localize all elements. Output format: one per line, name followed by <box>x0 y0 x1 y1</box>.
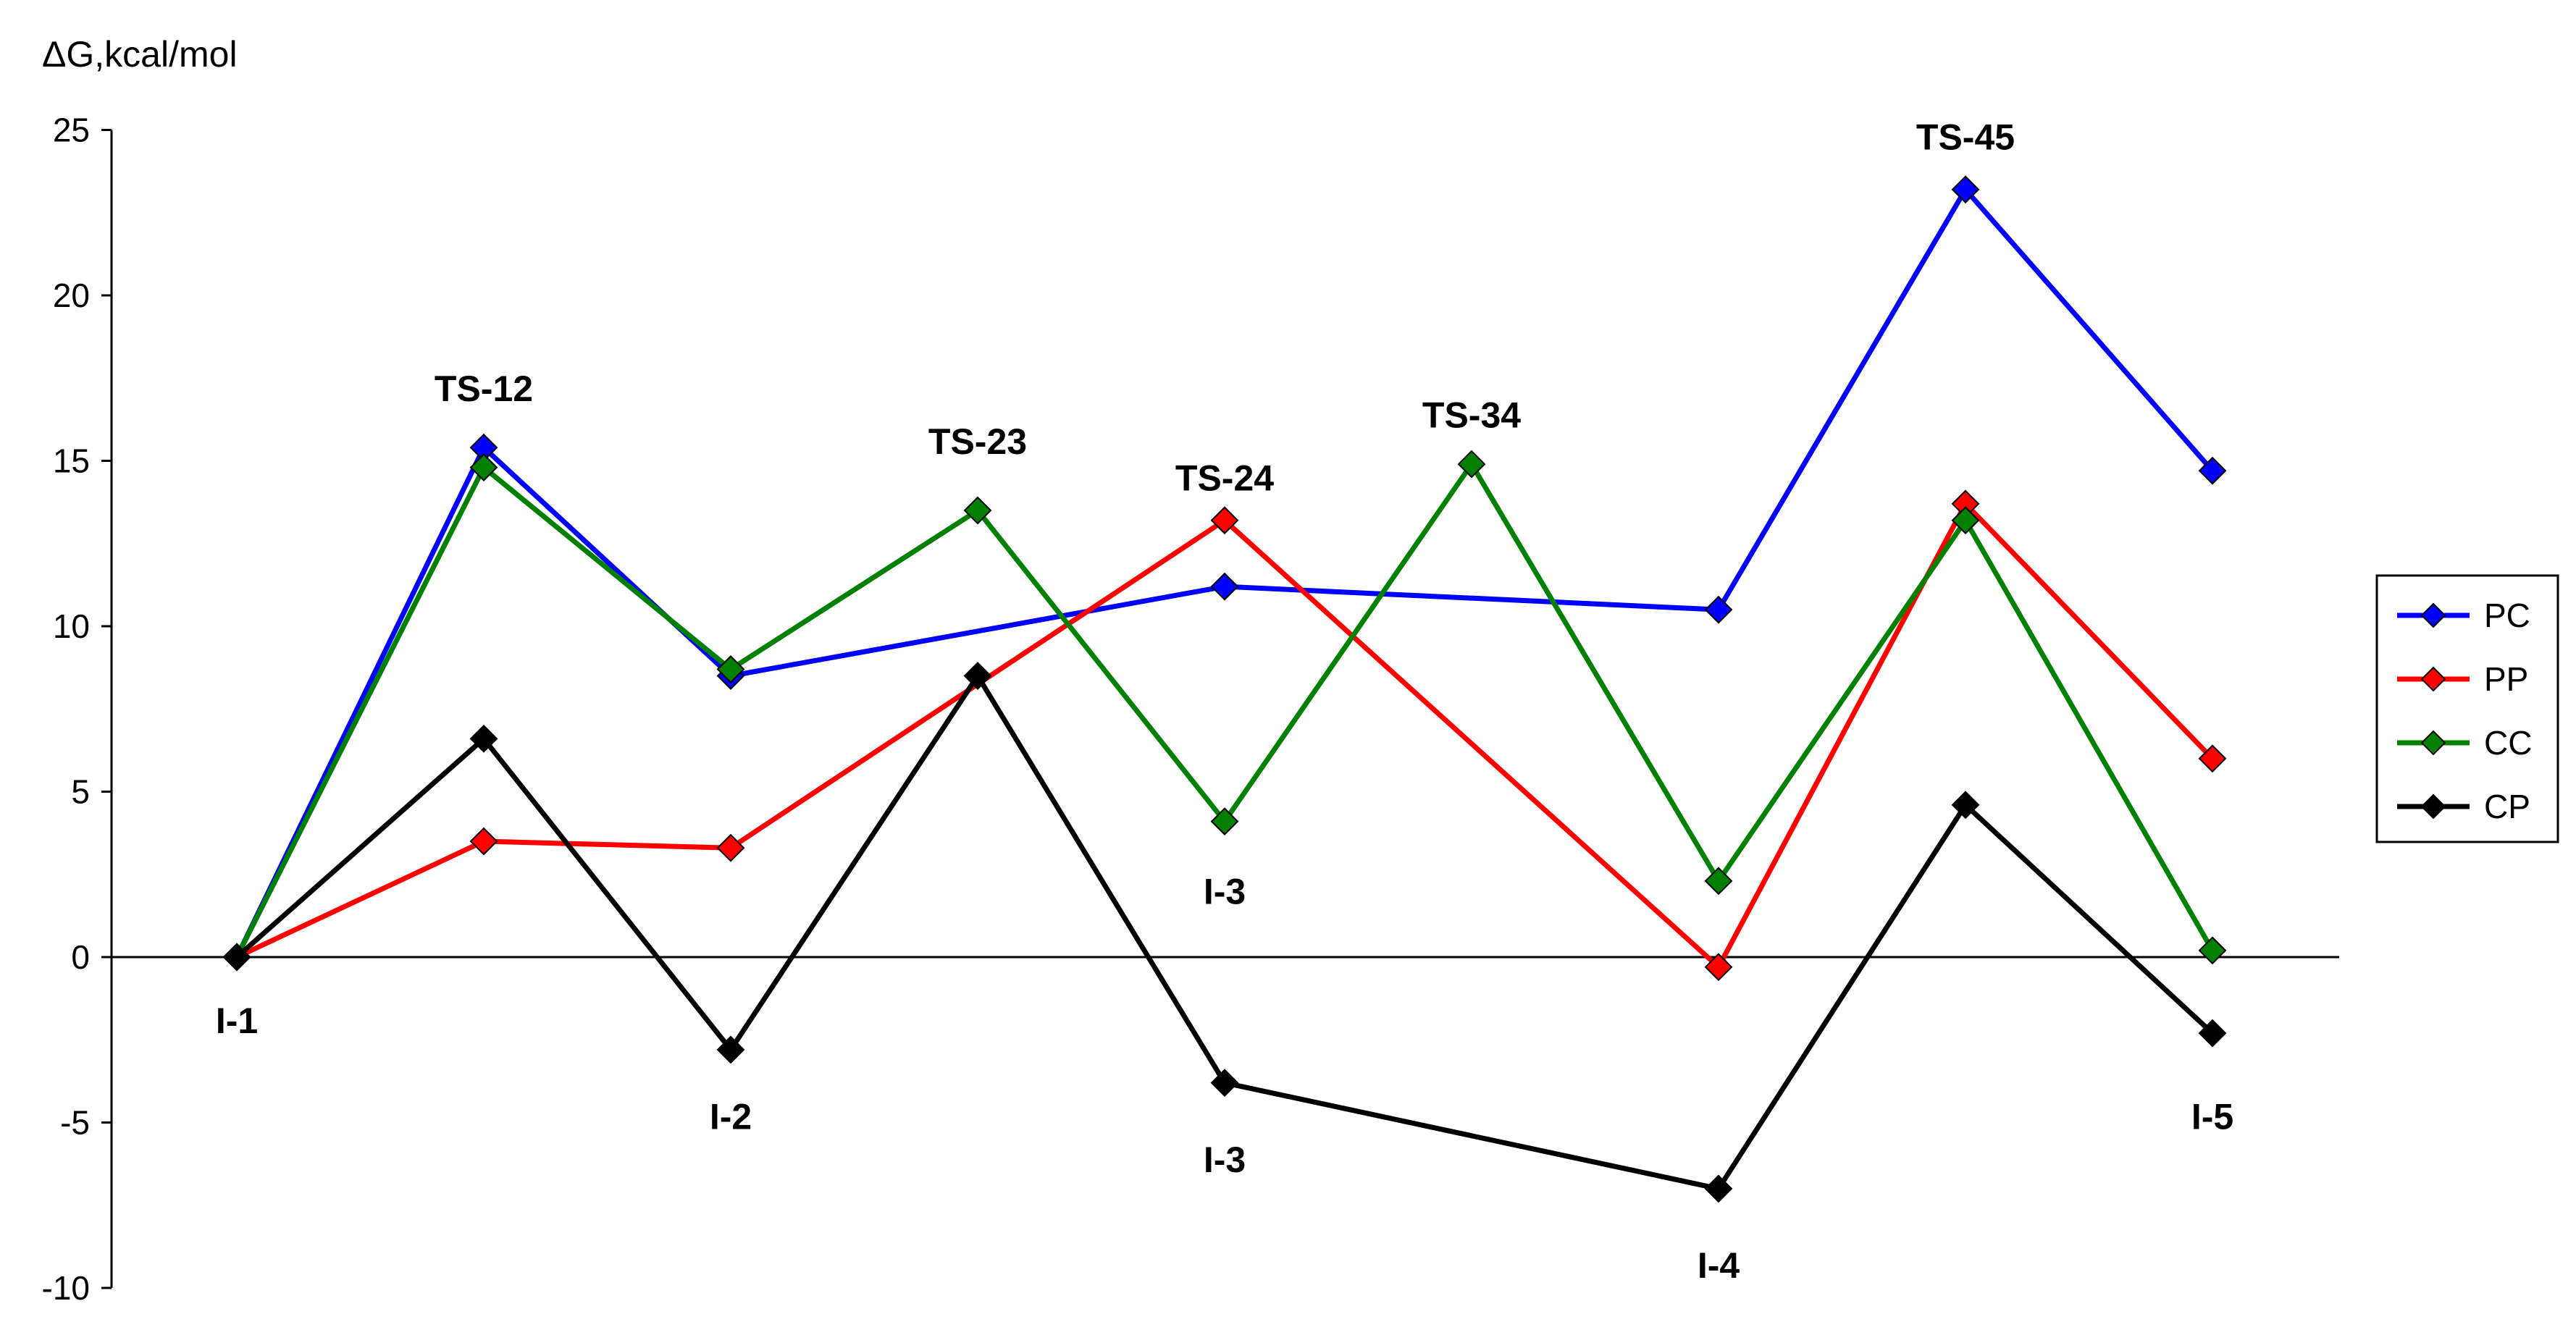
data-point <box>2198 456 2227 485</box>
legend-marker <box>2420 602 2446 628</box>
data-point <box>469 724 498 753</box>
y-tick-label: 10 <box>53 607 90 645</box>
series-lines <box>222 175 2227 1203</box>
data-point <box>716 654 745 683</box>
annotation-label: I-3 <box>1204 1140 1246 1180</box>
data-point <box>1951 506 1980 535</box>
data-point <box>1210 572 1239 601</box>
legend-marker <box>2420 793 2446 820</box>
data-point <box>963 662 992 690</box>
legend-label: PC <box>2484 597 2530 634</box>
y-tick-label: 0 <box>71 938 90 976</box>
y-axis-title: ΔG,kcal/mol <box>42 34 238 75</box>
annotation-label: I-4 <box>1698 1245 1740 1286</box>
data-point <box>1951 175 1980 204</box>
data-point <box>1704 867 1733 896</box>
y-tick-label: -5 <box>60 1104 90 1142</box>
data-point <box>222 943 251 972</box>
annotation-label: TS-12 <box>435 369 533 409</box>
annotation-label: I-3 <box>1204 872 1246 912</box>
data-point <box>2198 1019 2227 1048</box>
series-line-cp <box>235 673 2215 1192</box>
data-point <box>716 833 745 862</box>
data-point <box>469 827 498 856</box>
legend-marker <box>2420 730 2446 756</box>
annotation-label: TS-24 <box>1175 458 1274 498</box>
legend: PC PP CC CP <box>2375 574 2559 843</box>
data-point <box>1951 791 1980 820</box>
data-point <box>1457 450 1486 479</box>
data-point <box>469 453 498 482</box>
y-tick-label: 20 <box>53 277 90 314</box>
legend-marker <box>2420 666 2446 692</box>
annotation-label: TS-34 <box>1422 395 1521 436</box>
series-pp <box>222 489 2227 982</box>
annotation-label: I-2 <box>710 1096 752 1137</box>
annotation-label: I-1 <box>216 1001 258 1041</box>
data-point <box>1210 506 1239 535</box>
data-point <box>1210 1069 1239 1098</box>
point-annotations: I-1 TS-12 I-2 TS-23 TS-24 I-3 I-3 TS-34 I-4 TS-45… <box>216 117 2233 1286</box>
data-point <box>716 1035 745 1064</box>
data-point <box>963 496 992 525</box>
y-tick-labels: 25 20 15 10 5 0 -5 -10 <box>42 111 112 1307</box>
series-pc <box>222 175 2227 972</box>
data-point <box>2198 744 2227 773</box>
y-tick-label: 25 <box>53 111 90 149</box>
legend-label: CC <box>2484 724 2532 762</box>
y-tick-label: 15 <box>53 442 90 480</box>
annotation-label: TS-23 <box>928 421 1027 462</box>
data-point <box>1704 953 1733 982</box>
annotation-label: I-5 <box>2191 1096 2233 1137</box>
legend-box <box>2375 574 2559 843</box>
data-point <box>2198 936 2227 965</box>
annotation-label: TS-45 <box>1916 117 2015 158</box>
y-tick-label: 5 <box>71 773 90 811</box>
data-point <box>1210 807 1239 836</box>
legend-label: CP <box>2484 788 2530 825</box>
axes <box>110 130 2339 1288</box>
y-tick-label: -10 <box>42 1269 90 1307</box>
legend-label: PP <box>2484 660 2528 698</box>
series-cp <box>222 662 2227 1203</box>
data-point <box>1704 595 1733 624</box>
data-point <box>1704 1174 1733 1203</box>
